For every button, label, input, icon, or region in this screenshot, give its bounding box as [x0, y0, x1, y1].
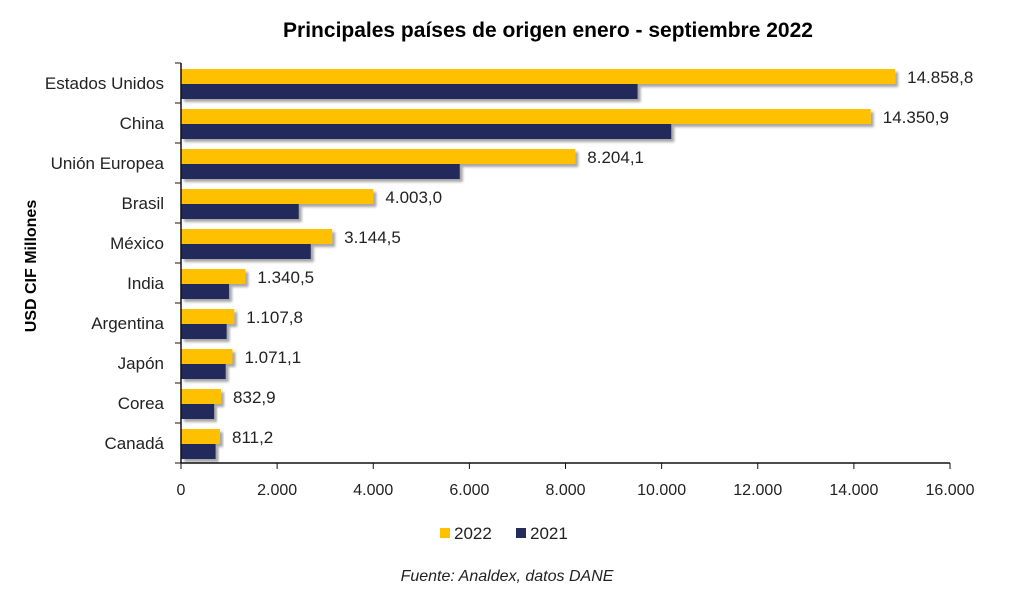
- category-label: Canadá: [104, 434, 164, 453]
- bar-2022: [181, 269, 246, 284]
- plot-area: 14.858,8 Estados Unidos 14.350,9 China 8.204…: [45, 62, 975, 499]
- category-label: India: [127, 274, 164, 293]
- x-tick-label: 10.000: [637, 482, 686, 499]
- bar-2022: [181, 229, 333, 244]
- bar-2022: [181, 109, 871, 124]
- data-label-2022: 832,9: [233, 388, 276, 407]
- bar-2022: [181, 149, 576, 164]
- bar-2021: [181, 444, 216, 459]
- x-tick-label: 0: [177, 482, 186, 499]
- category-label: Unión Europea: [51, 154, 165, 173]
- x-tick-label: 14.000: [829, 482, 878, 499]
- legend-label-2022: 2022: [454, 524, 492, 543]
- bar-2021: [181, 284, 230, 299]
- x-tick-label: 16.000: [926, 482, 975, 499]
- y-axis-label: USD CIF Millones: [23, 200, 40, 333]
- data-label-2022: 1.107,8: [246, 308, 303, 327]
- bar-2021: [181, 364, 226, 379]
- x-tick-label: 4.000: [353, 482, 393, 499]
- data-label-2022: 811,2: [232, 428, 273, 447]
- category-label: China: [120, 114, 165, 133]
- bar-2021: [181, 324, 227, 339]
- data-label-2022: 1.340,5: [257, 268, 314, 287]
- data-label-2022: 4.003,0: [385, 188, 442, 207]
- data-label-2022: 1.071,1: [244, 348, 301, 367]
- category-label: México: [110, 234, 164, 253]
- data-label-2022: 3.144,5: [344, 228, 401, 247]
- bar-2022: [181, 69, 896, 84]
- bar-2021: [181, 404, 215, 419]
- data-label-2022: 8.204,1: [587, 148, 644, 167]
- bar-2021: [181, 204, 299, 219]
- bar-2022: [181, 389, 222, 404]
- legend-label-2021: 2021: [530, 524, 568, 543]
- data-label-2022: 14.350,9: [883, 108, 949, 127]
- x-tick-label: 12.000: [733, 482, 782, 499]
- bar-2021: [181, 244, 311, 259]
- bar-2022: [181, 309, 235, 324]
- bar-2021: [181, 164, 460, 179]
- category-label: Argentina: [91, 314, 164, 333]
- source-note: Fuente: Analdex, datos DANE: [400, 568, 614, 585]
- category-label: Japón: [118, 354, 164, 373]
- legend: 2022 2021: [440, 524, 568, 543]
- bar-2021: [181, 84, 638, 99]
- data-label-2022: 14.858,8: [907, 68, 973, 87]
- x-tick-label: 6.000: [449, 482, 489, 499]
- bar-2022: [181, 429, 220, 444]
- x-tick-label: 8.000: [545, 482, 585, 499]
- bar-2021: [181, 124, 672, 139]
- legend-swatch-2021: [516, 528, 526, 538]
- category-label: Estados Unidos: [45, 74, 164, 93]
- chart-title: Principales países de origen enero - sep…: [283, 19, 813, 42]
- bar-2022: [181, 189, 374, 204]
- category-label: Brasil: [121, 194, 164, 213]
- category-label: Corea: [118, 394, 165, 413]
- bar-2022: [181, 349, 233, 364]
- x-tick-label: 2.000: [257, 482, 297, 499]
- legend-swatch-2022: [440, 528, 450, 538]
